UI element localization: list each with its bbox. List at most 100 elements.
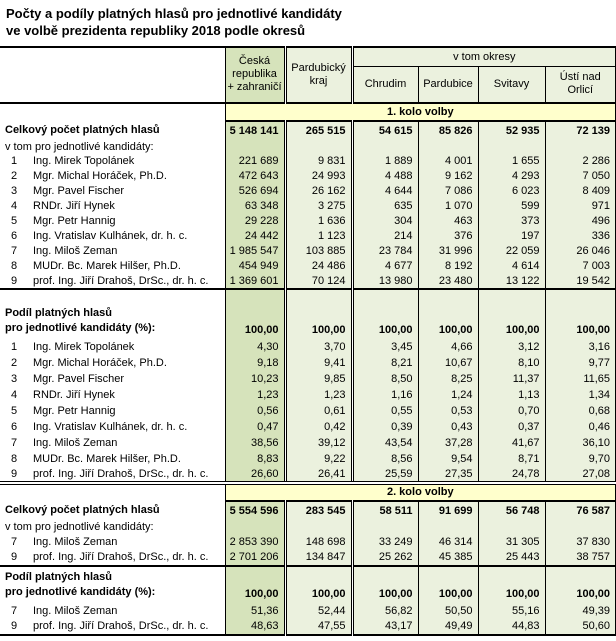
- candidate-label: 8 MUDr. Bc. Marek Hilšer, Ph.D.: [0, 258, 226, 274]
- value-cell: 0,37: [477, 418, 545, 435]
- candidate-label: 6 Ing. Vratislav Kulhánek, dr. h. c.: [0, 228, 226, 244]
- candidate-share-row: 4 RNDr. Jiří Hynek 1,23 1,23 1,16 1,24 1,13 1,3…: [0, 386, 616, 403]
- table-header: Česká republika + zahraničí Pardubický k…: [0, 46, 616, 104]
- section-band-row: 2. kolo volby: [0, 480, 616, 502]
- value-cell: 43,54: [350, 434, 418, 451]
- value-cell: 19 542: [544, 273, 616, 289]
- value-cell: 0,53: [417, 402, 478, 419]
- value-cell: 304: [350, 213, 418, 229]
- value-cell: 11,65: [544, 370, 616, 387]
- candidate-share-row: 2 Mgr. Michal Horáček, Ph.D. 9,18 9,41 8,21 1…: [0, 354, 616, 371]
- section-band-label: 1. kolo volby: [225, 101, 616, 122]
- value-cell: 463: [417, 213, 478, 229]
- candidate-number: 6: [11, 230, 18, 242]
- candidate-name: Ing. Mirek Topolánek: [33, 155, 135, 167]
- value-cell: 0,61: [283, 402, 352, 419]
- value-cell: 8 192: [417, 258, 478, 274]
- value-cell: 31 305: [477, 533, 545, 550]
- value-cell: 9,41: [283, 354, 352, 371]
- value-cell: 44,83: [477, 618, 545, 636]
- candidate-number: 8: [11, 452, 18, 465]
- value-cell: 37 830: [544, 533, 616, 550]
- total-counts-row: Celkový počet platných hlasů 5 554 596 283…: [0, 500, 616, 520]
- shares-total-value: 100,00: [225, 287, 285, 339]
- value-cell: 9,54: [417, 450, 478, 467]
- value-cell: 24 486: [283, 258, 352, 274]
- candidate-count-row: 6 Ing. Vratislav Kulhánek, dr. h. c. 24 44…: [0, 228, 616, 244]
- candidate-name: Ing. Vratislav Kulhánek, dr. h. c.: [33, 420, 188, 433]
- value-cell: 48,63: [225, 618, 285, 636]
- candidate-name: prof. Ing. Jiří Drahoš, DrSc., dr. h. c.: [33, 467, 209, 480]
- candidate-label: 7 Ing. Miloš Zeman: [0, 243, 226, 259]
- shares-total-value: 100,00: [417, 564, 478, 603]
- candidate-share-row: 1 Ing. Mirek Topolánek 4,30 3,70 3,45 4,66 3,1…: [0, 338, 616, 355]
- value-cell: 0,55: [350, 402, 418, 419]
- band-row-spacer: [0, 480, 226, 501]
- candidate-label: 2 Mgr. Michal Horáček, Ph.D.: [0, 354, 226, 371]
- value-cell: 9 162: [417, 168, 478, 184]
- value-cell: 0,46: [544, 418, 616, 435]
- value-cell: 13 980: [350, 273, 418, 289]
- candidate-label: 8 MUDr. Bc. Marek Hilšer, Ph.D.: [0, 450, 226, 467]
- value-cell: 4 614: [477, 258, 545, 274]
- candidate-name: MUDr. Bc. Marek Hilšer, Ph.D.: [33, 452, 181, 465]
- shares-total-value: 100,00: [544, 564, 616, 603]
- value-cell: 103 885: [283, 243, 352, 259]
- value-cell: 1 985 547: [225, 243, 285, 259]
- value-cell: 454 949: [225, 258, 285, 274]
- value-cell: 376: [417, 228, 478, 244]
- candidate-share-row: 8 MUDr. Bc. Marek Hilšer, Ph.D. 8,83 9,22 8,…: [0, 450, 616, 467]
- candidate-number: 6: [11, 420, 18, 433]
- candidate-count-row: 7 Ing. Miloš Zeman 2 853 390 148 698 33 249 4…: [0, 533, 616, 550]
- page-title-line2: ve volbě prezidenta republiky 2018 podle…: [6, 23, 306, 38]
- value-cell: 1,16: [350, 386, 418, 403]
- candidate-name: Mgr. Petr Hannig: [33, 215, 116, 227]
- column-header-district: Ústí nad Orlicí: [544, 66, 616, 104]
- candidate-count-row: 7 Ing. Miloš Zeman 1 985 547 103 885 23 784 3…: [0, 243, 616, 259]
- value-cell: 1,13: [477, 386, 545, 403]
- value-cell: 3,12: [477, 338, 545, 355]
- total-count-value: 5 554 596: [225, 500, 285, 520]
- value-cell: 49,39: [544, 602, 616, 619]
- value-cell: 24 993: [283, 168, 352, 184]
- value-cell: 9,22: [283, 450, 352, 467]
- candidate-number: 5: [11, 215, 18, 227]
- candidate-name: Ing. Miloš Zeman: [33, 604, 118, 617]
- value-cell: 38 757: [544, 549, 616, 566]
- total-count-value: 283 545: [283, 500, 352, 520]
- value-cell: 2 701 206: [225, 549, 285, 566]
- value-cell: 70 124: [283, 273, 352, 289]
- value-cell: 3,45: [350, 338, 418, 355]
- shares-header-row: Podíl platných hlasů pro jednotlivé kand…: [0, 287, 616, 339]
- value-cell: 8,56: [350, 450, 418, 467]
- value-cell: 4 488: [350, 168, 418, 184]
- value-cell: 8 409: [544, 183, 616, 199]
- value-cell: 11,37: [477, 370, 545, 387]
- candidate-count-row: 2 Mgr. Michal Horáček, Ph.D. 472 643 24 993…: [0, 168, 616, 184]
- candidate-name: prof. Ing. Jiří Drahoš, DrSc., dr. h. c.: [33, 551, 209, 563]
- candidate-label: 5 Mgr. Petr Hannig: [0, 402, 226, 419]
- candidate-number: 2: [11, 356, 18, 369]
- value-cell: 1 636: [283, 213, 352, 229]
- candidate-number: 8: [11, 260, 18, 272]
- candidate-name: RNDr. Jiří Hynek: [33, 200, 115, 212]
- value-cell: 2 853 390: [225, 533, 285, 550]
- corner-cell: [0, 46, 226, 104]
- candidate-label: 7 Ing. Miloš Zeman: [0, 434, 226, 451]
- value-cell: 1,23: [225, 386, 285, 403]
- value-cell: 9,85: [283, 370, 352, 387]
- shares-total-value: 100,00: [283, 564, 352, 603]
- column-header-district: Svitavy: [477, 66, 545, 104]
- empty-cell: [283, 519, 352, 534]
- value-cell: 3,70: [283, 338, 352, 355]
- candidate-number: 3: [11, 185, 18, 197]
- results-table: Česká republika + zahraničí Pardubický k…: [0, 46, 616, 636]
- shares-total-value: 100,00: [477, 287, 545, 339]
- sublabel: v tom pro jednotlivé kandidáty:: [0, 139, 226, 154]
- value-cell: 56,82: [350, 602, 418, 619]
- value-cell: 10,23: [225, 370, 285, 387]
- candidate-label: 7 Ing. Miloš Zeman: [0, 602, 226, 619]
- empty-cell: [544, 519, 616, 534]
- candidate-label: 3 Mgr. Pavel Fischer: [0, 370, 226, 387]
- value-cell: 26,60: [225, 466, 285, 483]
